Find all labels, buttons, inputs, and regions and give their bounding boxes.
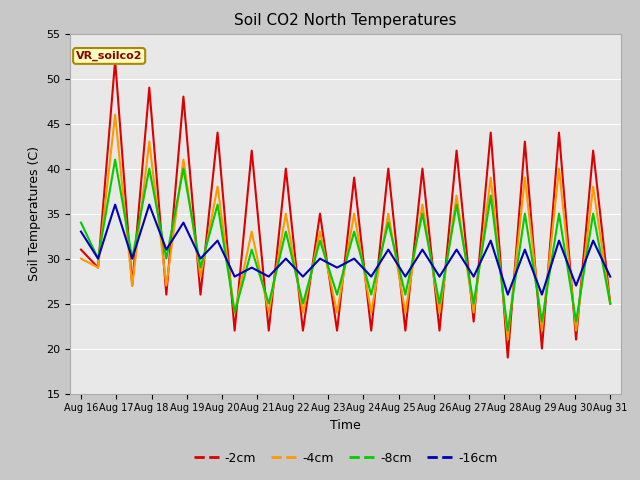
Title: Soil CO2 North Temperatures: Soil CO2 North Temperatures	[234, 13, 457, 28]
Y-axis label: Soil Temperatures (C): Soil Temperatures (C)	[28, 146, 41, 281]
X-axis label: Time: Time	[330, 419, 361, 432]
Legend: -2cm, -4cm, -8cm, -16cm: -2cm, -4cm, -8cm, -16cm	[189, 447, 502, 469]
Text: VR_soilco2: VR_soilco2	[76, 51, 143, 61]
